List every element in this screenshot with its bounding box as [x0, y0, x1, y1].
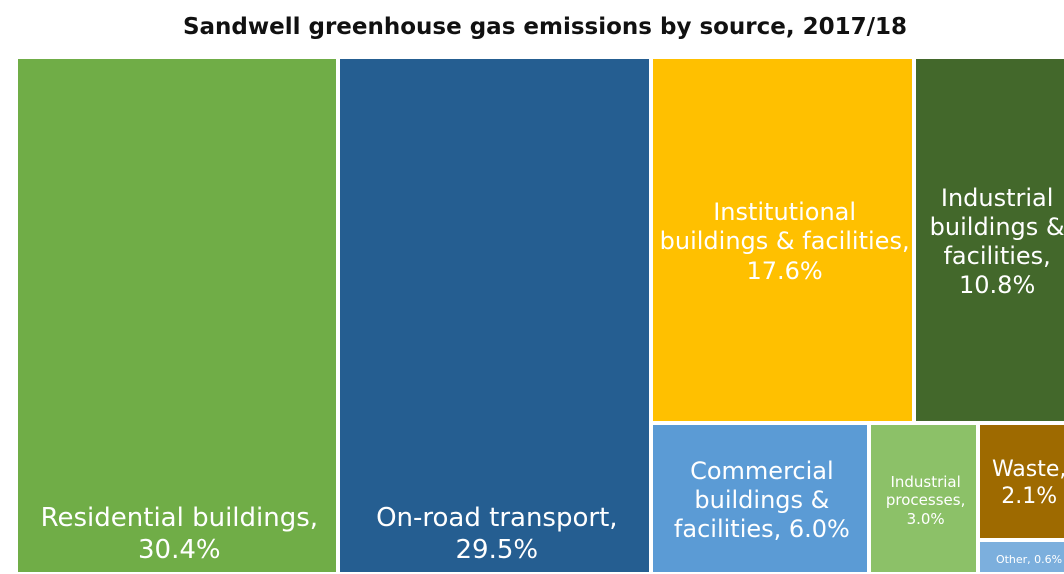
tile-label-waste: Waste, 2.1% — [992, 457, 1064, 511]
tile-institutional-buildings: Institutional buildings & facilities, 17.6… — [650, 57, 915, 424]
tile-label-line: Residential buildings, — [40, 503, 319, 533]
tile-industrial-processes: Industrial processes, 3.0% — [868, 423, 978, 574]
tile-label-institutional-buildings: Institutional buildings & facilities, 17.6… — [660, 198, 910, 286]
tile-label-line: Institutional — [713, 198, 857, 227]
tile-label-line: facilities, 6.0% — [673, 515, 850, 544]
tile-residential-buildings: Residential buildings, 30.4% — [16, 57, 339, 574]
tile-label-line: 30.4% — [138, 534, 221, 565]
tile-label-line: processes, — [885, 491, 966, 510]
tile-label-line: 17.6% — [746, 256, 823, 285]
tile-label-line: 2.1% — [1001, 483, 1058, 509]
tile-label-line: facilities, — [943, 242, 1051, 271]
tile-label-line: 3.0% — [906, 509, 945, 528]
tile-label-line: Industrial — [940, 183, 1054, 212]
chart-title: Sandwell greenhouse gas emissions by sou… — [182, 14, 908, 40]
tile-label-line: buildings & — [929, 212, 1064, 241]
tile-label-line: Industrial — [890, 473, 961, 492]
tile-industrial-buildings: Industrial buildings & facilities, 10.8% — [914, 57, 1064, 424]
tile-label-other: Other, 0.6% — [996, 553, 1062, 566]
tile-label-line: On-road transport, — [376, 503, 618, 533]
tile-on-road-transport: On-road transport, 29.5% — [338, 57, 651, 574]
tile-label-industrial-processes: Industrial processes, 3.0% — [886, 473, 965, 528]
tile-commercial-buildings: Commercial buildings & facilities, 6.0% — [650, 423, 869, 574]
tile-label-residential-buildings: Residential buildings, 30.4% — [41, 503, 318, 566]
tile-label-line: Commercial — [690, 456, 834, 485]
tile-label-line: 10.8% — [959, 271, 1036, 300]
tile-label-line: buildings & — [694, 485, 830, 514]
tile-label-line: 29.5% — [455, 534, 539, 565]
tile-label-on-road-transport: On-road transport, 29.5% — [376, 503, 617, 566]
tile-label-industrial-buildings: Industrial buildings & facilities, 10.8% — [930, 184, 1064, 301]
tile-label-commercial-buildings: Commercial buildings & facilities, 6.0% — [674, 457, 850, 545]
tile-label-line: buildings & facilities, — [659, 227, 910, 256]
tile-label-line: Waste, — [991, 456, 1064, 482]
tile-waste: Waste, 2.1% — [977, 423, 1064, 541]
tile-label-line: Other, 0.6% — [995, 552, 1063, 566]
tile-other: Other, 0.6% — [977, 540, 1064, 574]
